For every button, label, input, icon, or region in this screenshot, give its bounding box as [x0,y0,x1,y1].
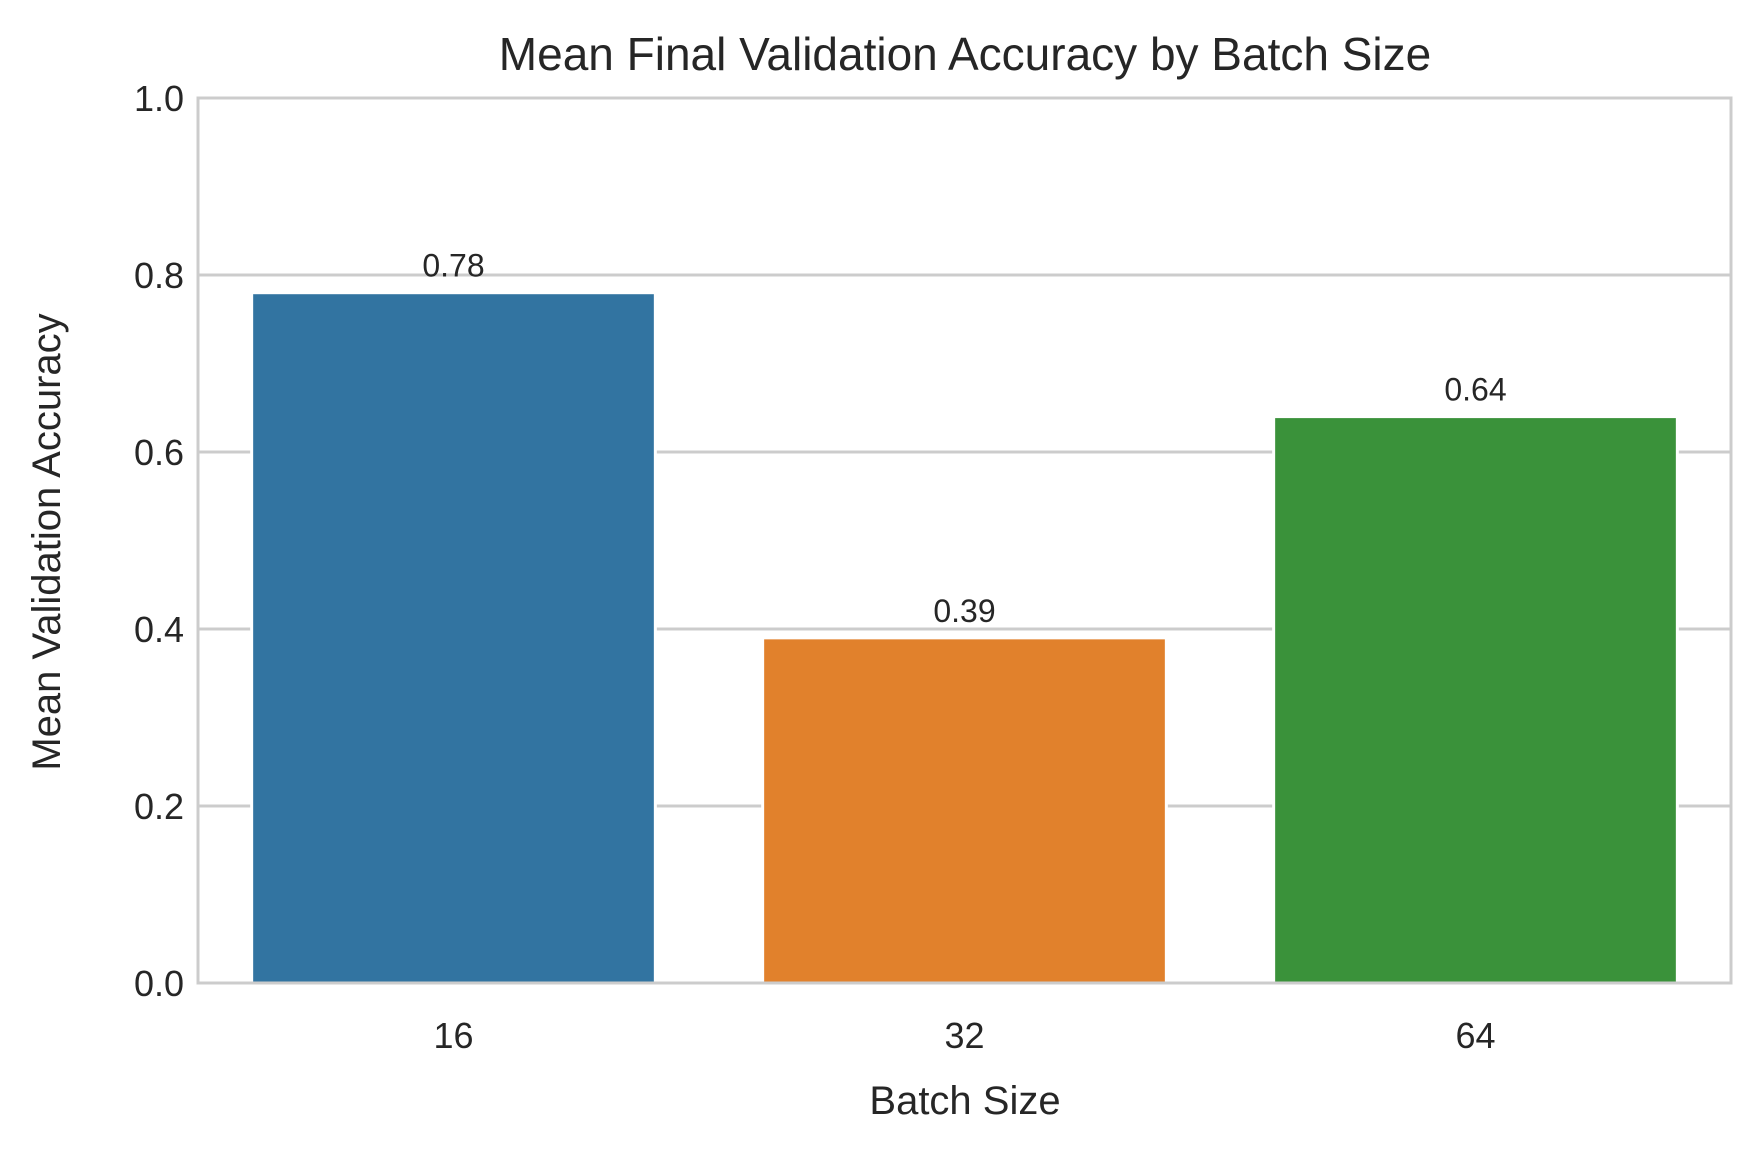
y-axis-ticks: 0.0 0.2 0.4 0.6 0.8 1.0 [134,78,184,1004]
x-tick-label: 32 [944,1015,984,1056]
bar-32 [761,636,1168,985]
y-tick-label: 1.0 [134,78,184,119]
x-tick-label: 64 [1455,1015,1495,1056]
bar-value-label: 0.39 [933,593,995,629]
y-axis-label: Mean Validation Accuracy [25,313,69,770]
bar-value-label: 0.78 [422,248,484,284]
value-labels: 0.78 0.39 0.64 [422,248,1506,629]
chart-title: Mean Final Validation Accuracy by Batch … [499,28,1431,80]
bar-16 [250,291,657,985]
plot-frame [196,96,1733,985]
x-axis-label: Batch Size [869,1079,1060,1123]
bar-64 [1272,415,1679,985]
bar-value-label: 0.64 [1444,372,1506,408]
y-tick-label: 0.8 [134,255,184,296]
y-tick-label: 0.2 [134,786,184,827]
y-tick-label: 0.0 [134,963,184,1004]
bars [250,291,1679,985]
y-tick-label: 0.4 [134,609,184,650]
x-tick-label: 16 [433,1015,473,1056]
x-axis-ticks: 16 32 64 [433,1015,1495,1056]
y-tick-label: 0.6 [134,432,184,473]
